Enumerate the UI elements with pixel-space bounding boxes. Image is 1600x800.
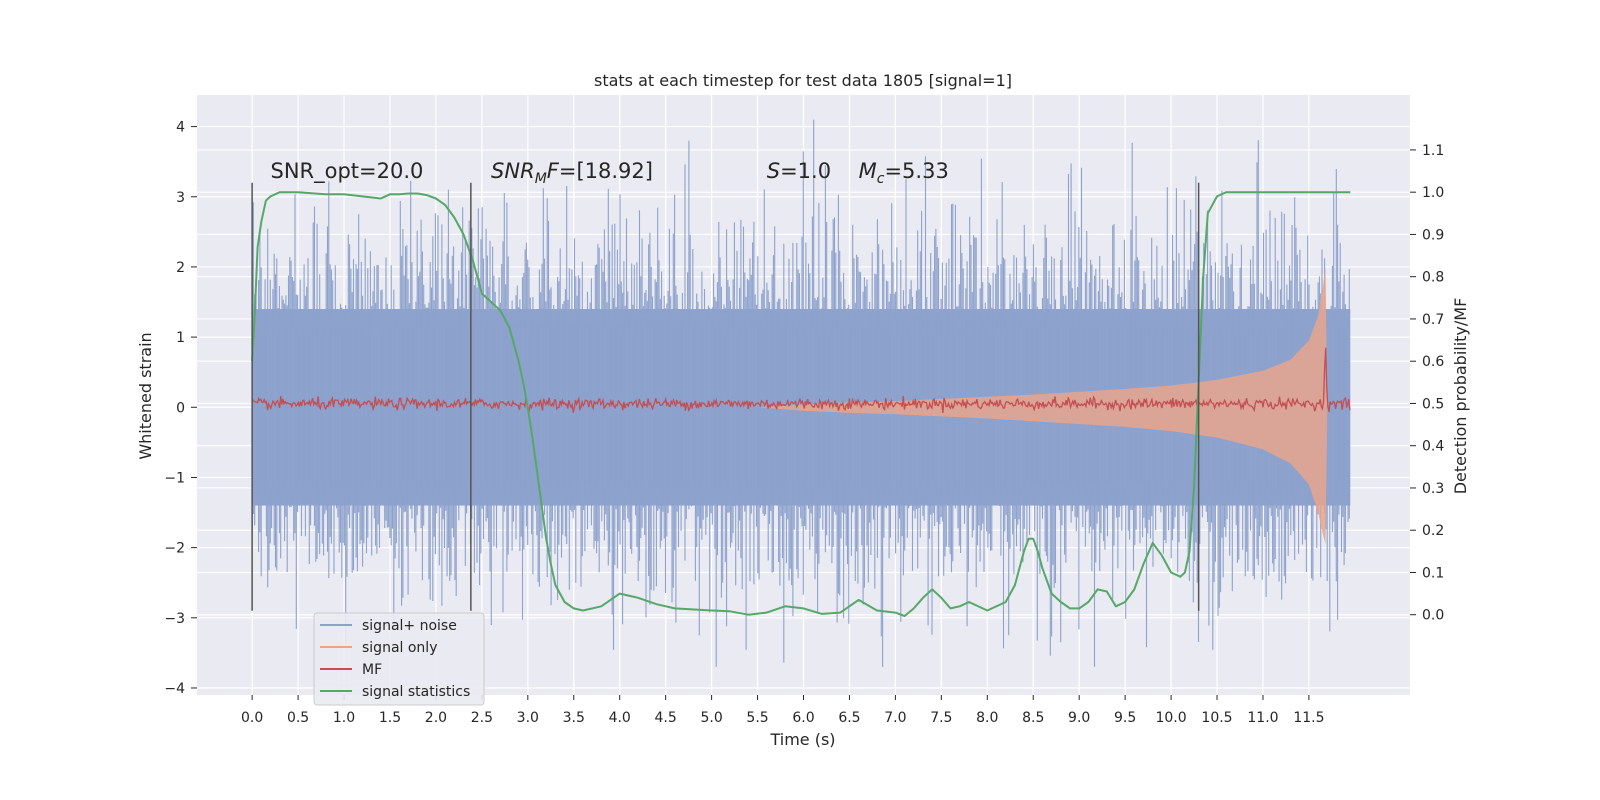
- legend-label: signal only: [362, 640, 437, 656]
- x-tick-label: 9.5: [1114, 710, 1136, 726]
- x-tick-label: 10.5: [1201, 710, 1232, 726]
- legend-label: signal statistics: [362, 684, 470, 700]
- series-signal-statistics: [251, 191, 1351, 617]
- chart-title: stats at each timestep for test data 180…: [594, 71, 1012, 90]
- y-tick-label: 4: [176, 120, 185, 136]
- y-tick-label: −2: [164, 541, 185, 557]
- mf-line: [251, 347, 1351, 413]
- annotation-mc: Mc=5.33: [859, 159, 949, 187]
- legend-box: [313, 612, 485, 706]
- x-tick-label: 5.0: [700, 710, 722, 726]
- y-tick-label: −1: [164, 470, 185, 486]
- y-axis-left: −4 −3 −2 −1 0 1 2 3 4: [164, 120, 197, 697]
- x-tick-label: 0.0: [241, 710, 263, 726]
- y2-tick-label: 0.6: [1422, 354, 1444, 370]
- legend-label: signal+ noise: [362, 618, 457, 634]
- signal-statistics-line: [251, 191, 1351, 617]
- x-tick-label: 1.0: [333, 710, 355, 726]
- x-tick-label: 0.5: [287, 710, 309, 726]
- y2-tick-label: 0.3: [1422, 481, 1444, 497]
- series-mf: [251, 347, 1351, 413]
- y2-tick-label: 0.7: [1422, 312, 1444, 328]
- y2-tick-label: 0.2: [1422, 523, 1444, 539]
- y-tick-label: 3: [176, 190, 185, 206]
- y2-tick-label: 0.0: [1422, 608, 1444, 624]
- x-tick-label: 9.0: [1068, 710, 1090, 726]
- x-tick-label: 6.5: [838, 710, 860, 726]
- x-tick-label: 8.0: [976, 710, 998, 726]
- x-tick-label: 10.0: [1155, 710, 1186, 726]
- y2-tick-label: 1.1: [1422, 143, 1444, 159]
- x-tick-label: 11.0: [1247, 710, 1278, 726]
- x-tick-label: 8.5: [1022, 710, 1044, 726]
- annotations: SNR_opt=20.0 SNRMF=[18.92] S=1.0 Mc=5.33: [271, 159, 949, 187]
- x-tick-label: 7.5: [930, 710, 952, 726]
- y-tick-label: −4: [164, 681, 185, 697]
- annotation-snr_mf: SNRMF=[18.92]: [491, 159, 653, 187]
- y2-tick-label: 0.9: [1422, 227, 1444, 243]
- y2-tick-label: 0.8: [1422, 270, 1444, 286]
- x-tick-label: 3.5: [563, 710, 585, 726]
- y2-tick-label: 1.0: [1422, 185, 1444, 201]
- x-tick-label: 3.0: [517, 710, 539, 726]
- x-tick-label: 4.5: [655, 710, 677, 726]
- y-tick-label: 1: [176, 330, 185, 346]
- annotation-snr_opt: SNR_opt=20.0: [271, 159, 424, 184]
- x-tick-label: 7.0: [884, 710, 906, 726]
- vertical-markers: [251, 182, 1200, 611]
- y2-tick-label: 0.1: [1422, 565, 1444, 581]
- legend-label: MF: [362, 662, 382, 678]
- legend: signal+ noise signal only MF signal statist…: [313, 612, 485, 706]
- y-tick-label: 2: [176, 260, 185, 276]
- y2-tick-label: 0.4: [1422, 439, 1444, 455]
- x-tick-label: 11.5: [1293, 710, 1324, 726]
- x-tick-label: 2.0: [425, 710, 447, 726]
- annotation-s: S=1.0: [767, 159, 831, 183]
- x-tick-label: 4.0: [609, 710, 631, 726]
- y-tick-label: 0: [176, 400, 185, 416]
- x-axis-label: Time (s): [769, 730, 835, 749]
- x-tick-label: 2.5: [471, 710, 493, 726]
- series-layer: [251, 119, 1351, 667]
- y2-tick-label: 0.5: [1422, 396, 1444, 412]
- y-axis-label: Whitened strain: [136, 332, 155, 459]
- y2-axis-label: Detection probability/MF: [1451, 298, 1470, 495]
- x-tick-label: 1.5: [379, 710, 401, 726]
- x-tick-label: 6.0: [792, 710, 814, 726]
- y-axis-right: 0.0 0.1 0.2 0.3 0.4 0.5 0.6 0.7 0.8 0.9 1.0 1.1: [1410, 143, 1444, 624]
- x-axis: 0.0 0.5 1.0 1.5 2.0 2.5 3.0 3.5 4.0 4.5 5.0 5.5 6.0 6…: [241, 695, 1325, 726]
- y-tick-label: −3: [164, 611, 185, 627]
- x-tick-label: 5.5: [746, 710, 768, 726]
